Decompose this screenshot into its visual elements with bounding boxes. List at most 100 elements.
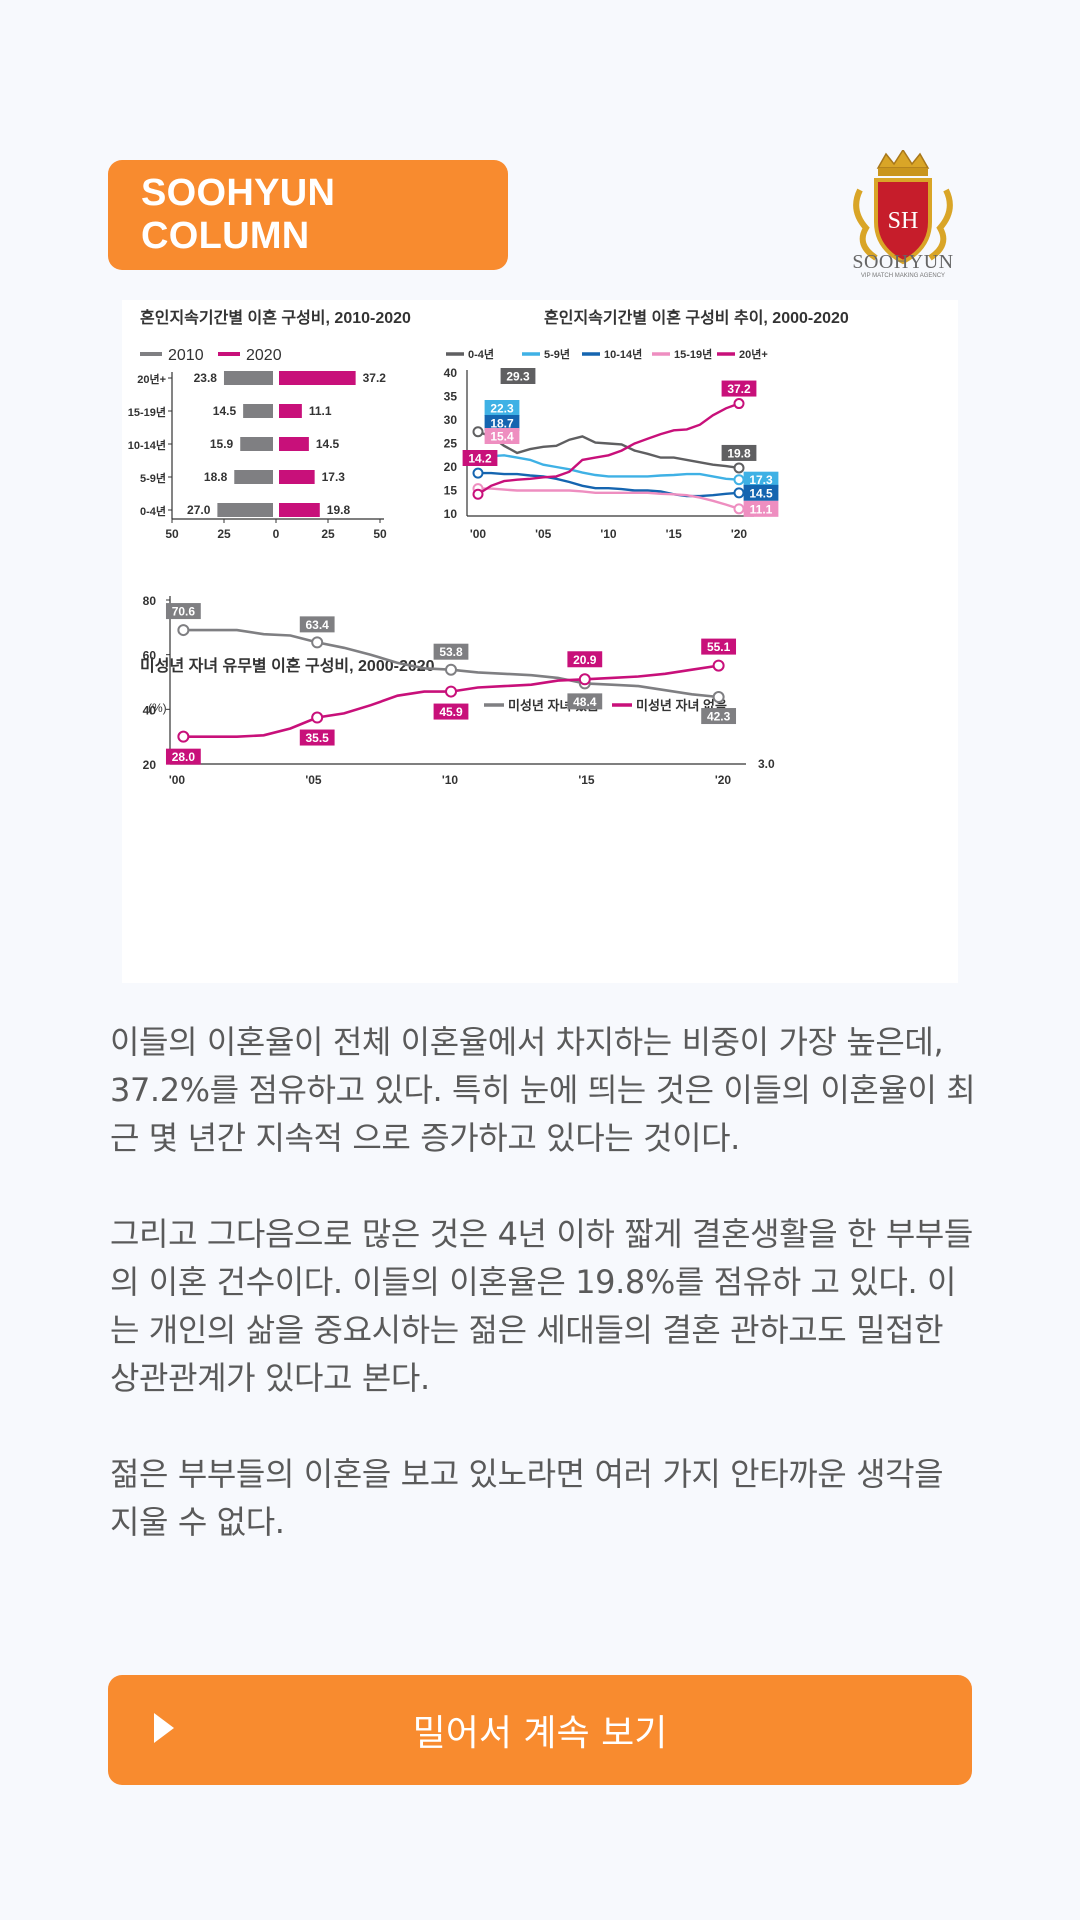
chart2-x-tick-label: '10 (600, 527, 617, 541)
chart1-category-label: 5-9년 (140, 471, 166, 485)
chart1-value-2010: 14.5 (213, 404, 237, 418)
chart2-start-label: 22.3 (490, 402, 514, 416)
logo-wordmark: SOOHYUN (852, 251, 954, 273)
chart1-bar-2020 (279, 404, 302, 418)
column-badge-label: SOOHYUN COLUMN (141, 172, 336, 257)
chart2-end-label-bg (743, 500, 779, 517)
chart2-start-marker (472, 426, 484, 438)
chart3-data-label-bg (701, 638, 737, 655)
chart3-unit: (%) (148, 701, 167, 715)
chart3-x-tick-label: '20 (715, 773, 732, 787)
chart1-category-label: 20년+ (137, 372, 166, 386)
chart3-data-label-bg (567, 693, 603, 710)
chart3-data-label: 53.8 (439, 645, 463, 659)
chart2-start-label: 14.2 (468, 452, 492, 466)
chart1-bar-2020 (279, 437, 309, 451)
chart2-start-label-bg (484, 400, 520, 416)
chart1-bar-2010 (243, 404, 273, 418)
chart2-end-marker (733, 474, 745, 486)
chart2-end-marker (733, 503, 745, 515)
chart2-y-tick-label: 35 (444, 390, 458, 404)
chart3-marker (177, 730, 190, 743)
chart2-end-label-bg (743, 471, 779, 488)
chart2-series-line (478, 487, 740, 510)
chart2-series-line (477, 454, 740, 481)
chart1-category-label: 15-19년 (128, 405, 166, 419)
chart3-y-tick-label: 60 (143, 649, 157, 663)
chart1-value-2010: 23.8 (194, 371, 218, 385)
chart3-end-note: 3.0 (758, 757, 775, 771)
chart1-bar-2010 (234, 470, 273, 484)
chart3-marker (177, 624, 190, 637)
chart2-start-label: 29.3 (506, 370, 530, 384)
swipe-continue-button[interactable]: 밀어서 계속 보기 (108, 1675, 972, 1785)
chart3-data-label-bg (433, 643, 469, 660)
chart2-x-tick-label: '15 (666, 527, 683, 541)
chart2-legend-label: 15-19년 (674, 347, 712, 361)
chart2-start-label: 18.7 (490, 417, 514, 431)
chart3-x-tick-label: '05 (305, 773, 322, 787)
chart2-start-marker (472, 488, 484, 500)
logo-tagline: VIP MATCH MAKING AGENCY (860, 273, 946, 279)
chart2-start-label-bg (484, 428, 520, 444)
chart3-marker (578, 673, 591, 686)
chart1-legend-2010: 2010 (168, 347, 204, 364)
chart3-y-tick-label: 80 (143, 594, 157, 608)
chart1-legend-2020: 2020 (246, 347, 282, 364)
column-badge: SOOHYUN COLUMN (108, 160, 508, 270)
chart3-marker (445, 663, 457, 676)
chart3-x-tick-label: '00 (169, 773, 186, 787)
chart2-end-label: 19.8 (727, 446, 751, 460)
chart2-end-label: 17.3 (749, 473, 773, 487)
chart2-start-label-bg (462, 450, 498, 466)
chart2-end-marker (733, 462, 745, 474)
swipe-continue-label: 밀어서 계속 보기 (412, 1713, 668, 1754)
article-body: 이들의 이혼율이 전체 이혼율에서 차지하는 비중이 가장 높은데, 37.2%… (110, 1018, 980, 1594)
chart3-data-label: 20.9 (573, 653, 597, 667)
chart3-data-label: 42.3 (707, 710, 731, 724)
chart3-data-label: 70.6 (172, 605, 196, 619)
chart1-x-tick-label: 25 (321, 527, 335, 541)
chart3-data-label-bg (567, 651, 603, 668)
chart1-x-tick-label: 50 (373, 527, 387, 541)
chart1-x-tick-label: 0 (273, 527, 280, 541)
chart2-legend-label: 10-14년 (604, 347, 642, 361)
chart3-y-tick-label: 40 (143, 703, 157, 717)
chart2-x-tick-label: '05 (535, 527, 552, 541)
chart3-data-label-bg (433, 703, 469, 720)
chart1-bar-2020 (279, 503, 320, 517)
chart3-y-tick-label: 20 (143, 758, 157, 772)
chart2-start-label-bg (484, 415, 520, 431)
chart2-legend-label: 20년+ (739, 347, 768, 361)
chart3-data-label-bg (701, 708, 737, 725)
chart2-title: 혼인지속기간별 이혼 구성비 추이, 2000-2020 (544, 308, 849, 327)
chart2-y-tick-label: 20 (444, 460, 458, 474)
chart3-x-tick-label: '15 (578, 773, 595, 787)
chart1-x-tick-label: 50 (165, 527, 179, 541)
chart3-data-label-bg (165, 748, 201, 765)
chart3-data-label: 55.1 (707, 640, 731, 654)
chart1-value-2020: 37.2 (363, 371, 387, 385)
chart1-bar-2020 (279, 371, 356, 385)
chart2-y-tick-label: 25 (444, 437, 458, 451)
chart2-end-label-bg (743, 484, 779, 501)
chart1-value-2020: 14.5 (316, 437, 340, 451)
chart3-marker (445, 685, 457, 698)
chart3-title: 미성년 자녀 유무별 이혼 구성비, 2000-2020 (140, 656, 435, 675)
chart1-bar-2010 (240, 437, 273, 451)
chart3-data-label: 28.0 (172, 750, 196, 764)
chart2-y-tick-label: 30 (444, 413, 458, 427)
chart2-series-line (477, 402, 740, 496)
chart3-data-label: 63.4 (306, 618, 330, 632)
chart3-marker (712, 691, 725, 704)
chart1-bar-2010 (217, 503, 273, 517)
chart3-data-label-bg (299, 616, 335, 633)
svg-text:SH: SH (888, 208, 919, 234)
chart1-x-tick-label: 25 (217, 527, 231, 541)
article-paragraph: 이들의 이혼율이 전체 이혼율에서 차지하는 비중이 가장 높은데, 37.2%… (110, 1023, 976, 1157)
chart2-end-label: 11.1 (750, 502, 773, 516)
chart2-x-tick-label: '20 (731, 527, 748, 541)
chart2-y-tick-label: 15 (444, 484, 458, 498)
chart2-end-label-bg (721, 380, 757, 397)
chart1-value-2010: 18.8 (204, 470, 228, 484)
